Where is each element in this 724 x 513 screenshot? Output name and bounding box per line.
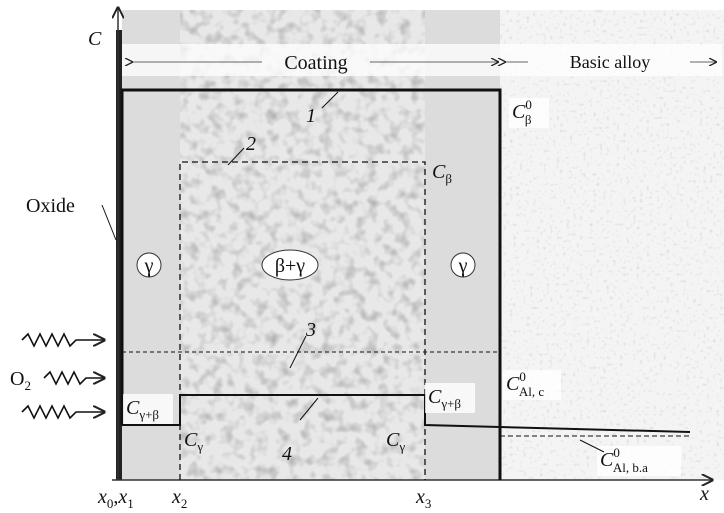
curve-number: 3 <box>305 319 316 341</box>
x-tick-label-part: x <box>171 486 181 508</box>
x-tick-label-part: x <box>415 486 425 508</box>
x-axis-label: x <box>699 483 709 505</box>
level-label-part: γ <box>398 439 405 454</box>
curve-number: 2 <box>246 133 256 155</box>
level-label-part: 0 <box>525 97 532 112</box>
level-label-part: C <box>126 397 140 419</box>
level-label-part: C <box>386 429 400 451</box>
alloy-texture <box>500 10 724 480</box>
phase-label: γ <box>458 255 468 277</box>
level-label-part: C <box>428 386 442 408</box>
x-tick-label-part: 2 <box>181 496 188 511</box>
flux-arrows <box>22 334 104 418</box>
alloy-label: Basic alloy <box>570 52 650 72</box>
phase-label: β+γ <box>275 255 305 277</box>
level-label-part: γ <box>196 439 203 454</box>
gas-label: O2 <box>10 368 31 393</box>
coating-label: Coating <box>284 52 347 74</box>
phase-label: γ <box>144 255 154 277</box>
curve-number: 1 <box>306 105 316 127</box>
level-label-part: β <box>525 112 532 127</box>
level-label-part: C <box>432 161 446 183</box>
x-tick-label-part: x <box>117 486 127 508</box>
curve-number: 4 <box>282 443 292 465</box>
level-label-part: Al, c <box>519 384 545 399</box>
level-label-part: 0 <box>613 445 620 460</box>
x-tick-label: x0,x1 <box>97 486 134 511</box>
level-label-part: γ+β <box>440 396 461 411</box>
x-tick-label-part: 3 <box>425 496 432 511</box>
level-label-part: C <box>184 429 198 451</box>
x-tick-label: x3 <box>415 486 431 511</box>
y-axis-label: C <box>88 28 102 50</box>
level-label-part: 0 <box>519 369 526 384</box>
leader <box>102 205 116 240</box>
x-tick-label-part: 1 <box>127 496 134 511</box>
texture <box>180 10 425 480</box>
x-tick-label-part: x <box>97 486 107 508</box>
x-tick-label: x2 <box>171 486 187 511</box>
oxide-label: Oxide <box>26 195 75 217</box>
diagram: C x Coating Basic alloy 1 2 3 4 Oxide γ … <box>0 0 724 513</box>
level-label-part: γ+β <box>138 407 159 422</box>
level-label-part: β <box>445 171 452 186</box>
level-label-part: Al, b.a <box>613 460 648 475</box>
